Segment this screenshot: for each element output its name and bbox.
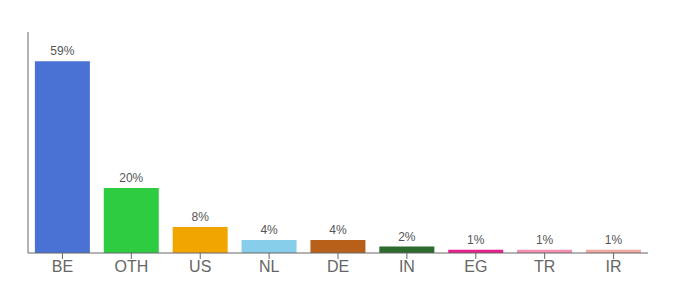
- svg-text:4%: 4%: [260, 223, 278, 237]
- svg-text:4%: 4%: [329, 223, 347, 237]
- svg-text:8%: 8%: [191, 210, 209, 224]
- svg-text:US: US: [189, 258, 211, 275]
- svg-text:1%: 1%: [605, 233, 623, 247]
- svg-text:1%: 1%: [467, 233, 485, 247]
- svg-text:59%: 59%: [50, 44, 74, 58]
- svg-text:2%: 2%: [398, 230, 416, 244]
- svg-text:BE: BE: [52, 258, 73, 275]
- svg-text:EG: EG: [464, 258, 487, 275]
- svg-text:NL: NL: [259, 258, 280, 275]
- svg-text:IN: IN: [399, 258, 415, 275]
- svg-text:DE: DE: [327, 258, 349, 275]
- svg-text:TR: TR: [534, 258, 555, 275]
- svg-text:OTH: OTH: [114, 258, 148, 275]
- svg-text:1%: 1%: [536, 233, 554, 247]
- svg-text:IR: IR: [606, 258, 622, 275]
- svg-text:20%: 20%: [119, 171, 143, 185]
